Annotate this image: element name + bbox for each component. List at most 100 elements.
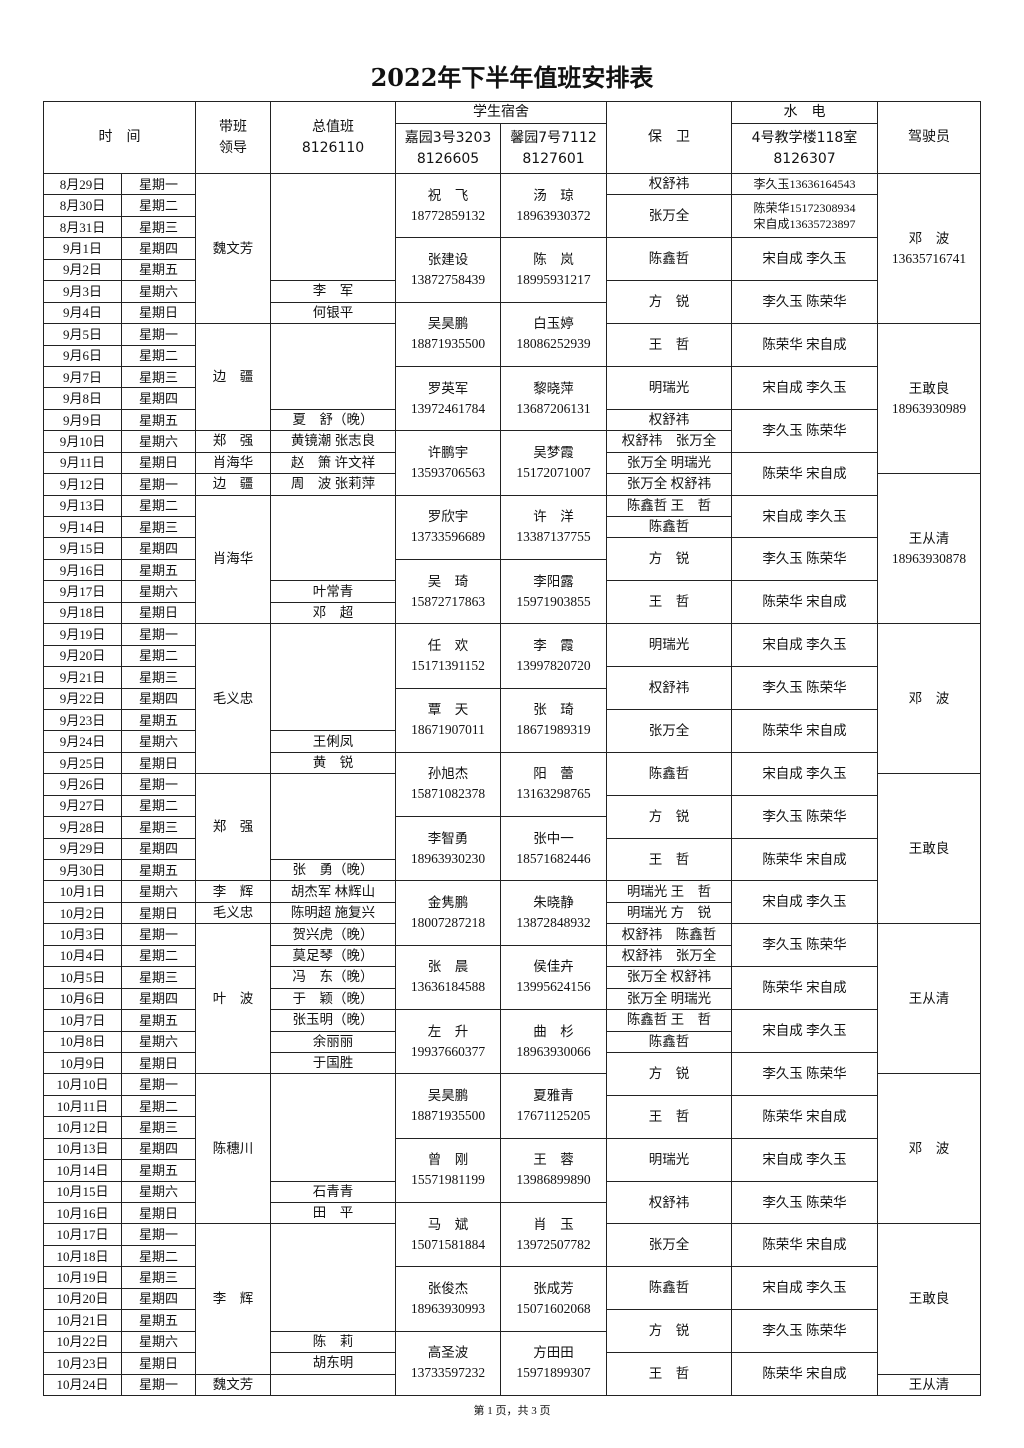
duty-cell: [270, 1223, 396, 1332]
weekday-cell: 星期四: [121, 987, 196, 1011]
security-cell: 明瑞光 方 锐: [606, 901, 732, 925]
security-cell: 张万全: [606, 708, 732, 753]
table-row: 9月13日 星期二 肖海华 罗欣宇 13733596689 许 洋 1338713775…: [43, 494, 981, 625]
table-row: 9月12日 星期一边 疆周 波 张莉萍 张万全 权舒祎 王从清 18963930878: [43, 473, 981, 625]
dorm-b-cell: 侯佳卉 13995624156: [500, 944, 607, 1011]
table-row: 9月7日 星期三 罗英军 13972461784 黎晓萍 13687206131 明瑞光…: [43, 365, 981, 432]
duty-cell: 夏 舒（晚）: [270, 408, 396, 432]
header-dorm-b: 馨园7号7112 8127601: [500, 123, 607, 174]
utility-cell: 陈荣华 宋自成: [731, 580, 878, 625]
security-cell: 权舒祎: [606, 408, 732, 432]
table-row: 10月18日 星期二: [43, 1244, 981, 1268]
dorm-b-cell: 王 蓉 13986899890: [500, 1137, 607, 1204]
driver-cell: 邓 波: [877, 1073, 981, 1225]
weekday-cell: 星期一: [121, 1373, 196, 1396]
date-cell: 9月9日: [43, 408, 122, 432]
leader-cell: 肖海华: [195, 494, 271, 625]
weekday-cell: 星期五: [121, 1159, 196, 1182]
dorm-a-cell: 任 欢 15171391152: [395, 623, 501, 689]
security-cell: 方 锐: [606, 280, 732, 325]
date-cell: 10月1日: [43, 880, 122, 903]
weekday-cell: 星期四: [121, 237, 196, 260]
date-cell: 9月2日: [43, 258, 122, 282]
date-cell: 10月4日: [43, 944, 122, 968]
dorm-a-cell: 张 晨 13636184588: [395, 944, 501, 1011]
security-cell: 陈鑫哲: [606, 1266, 732, 1311]
date-cell: 10月19日: [43, 1266, 122, 1289]
dorm-b-cell: 曲 杉 18963930066: [500, 1009, 607, 1075]
utility-cell: 宋自成 李久玉: [731, 365, 878, 410]
header-utility-location: 4号教学楼118室 8126307: [731, 123, 878, 174]
utility-cell: 李久玉 陈荣华: [731, 1051, 878, 1096]
weekday-cell: 星期日: [121, 601, 196, 625]
date-cell: 9月8日: [43, 387, 122, 410]
dorm-b-cell: 李 霞 13997820720: [500, 623, 607, 689]
header-security: 保 卫: [606, 101, 732, 174]
duty-cell: 王俐凤: [270, 730, 396, 753]
dorm-b-cell: 夏雅青 17671125205: [500, 1073, 607, 1139]
leader-cell: 陈穗川: [195, 1073, 271, 1225]
weekday-cell: 星期六: [121, 430, 196, 453]
table-row: 8月29日 星期一 魏文芳 祝 飞 18772859132 汤 琼 1896393037…: [43, 172, 981, 325]
table-row: 9月25日 星期日 黄 锐孙旭杰 15871082378 阳 蕾 1316329876…: [43, 751, 981, 818]
table-row: 10月22日 星期六 陈 莉高圣波 13733597232 方田田 159718993…: [43, 1330, 981, 1396]
table-row: 8月31日 星期三: [43, 215, 981, 239]
dorm-a-cell: 罗欣宇 13733596689: [395, 494, 501, 560]
date-cell: 9月13日: [43, 494, 122, 518]
security-cell: 陈鑫哲 王 哲: [606, 1009, 732, 1032]
table-row: 10月4日 星期二 莫足琴（晚）张 晨 13636184588 侯佳卉 1399562…: [43, 944, 981, 1011]
dorm-b-cell: 陈 岚 18995931217: [500, 237, 607, 303]
date-cell: 10月5日: [43, 966, 122, 989]
weekday-cell: 星期日: [121, 301, 196, 325]
security-cell: 陈鑫哲: [606, 751, 732, 796]
duty-cell: 张 勇（晚）: [270, 858, 396, 882]
table-row: 9月15日 星期四 方 锐李久玉 陈荣华: [43, 537, 981, 582]
duty-cell: 叶常青: [270, 580, 396, 603]
utility-cell: 陈荣华 宋自成: [731, 1094, 878, 1139]
date-cell: 10月8日: [43, 1030, 122, 1053]
security-cell: 权舒祎: [606, 172, 732, 196]
date-cell: 10月13日: [43, 1137, 122, 1161]
date-cell: 9月6日: [43, 344, 122, 367]
duty-cell: 冯 东（晚）: [270, 966, 396, 989]
leader-cell: 边 疆: [195, 473, 271, 496]
security-cell: 明瑞光: [606, 623, 732, 668]
date-cell: 9月25日: [43, 751, 122, 775]
date-cell: 9月20日: [43, 644, 122, 668]
date-cell: 9月15日: [43, 537, 122, 560]
date-cell: 9月7日: [43, 365, 122, 389]
weekday-cell: 星期五: [121, 1309, 196, 1332]
table-row: 9月23日 星期五 张万全 陈荣华 宋自成: [43, 708, 981, 753]
table-row: 9月5日 星期一边 疆 王 哲陈荣华 宋自成 王敢良 18963930989: [43, 323, 981, 475]
duty-cell: 贺兴虎（晚）: [270, 923, 396, 946]
security-cell: 方 锐: [606, 1051, 732, 1096]
date-cell: 9月27日: [43, 794, 122, 818]
table-row: 9月9日 星期五 夏 舒（晚） 权舒祎 李久玉 陈荣华: [43, 408, 981, 453]
utility-cell: 宋自成 李久玉: [731, 237, 878, 282]
duty-cell: [270, 623, 396, 732]
date-cell: 10月16日: [43, 1201, 122, 1225]
security-cell: 张万全: [606, 194, 732, 239]
weekday-cell: 星期日: [121, 901, 196, 925]
weekday-cell: 星期四: [121, 537, 196, 560]
weekday-cell: 星期二: [121, 944, 196, 968]
weekday-cell: 星期四: [121, 1137, 196, 1161]
date-cell: 9月5日: [43, 323, 122, 346]
duty-cell: 黄镜潮 张志良: [270, 430, 396, 453]
weekday-cell: 星期四: [121, 387, 196, 410]
table-row: 8月30日 星期二 张万全 陈荣华15172308934 宋自成13635723897: [43, 194, 981, 239]
schedule-body: 8月29日 星期一 魏文芳祝 飞 18772859132 汤 琼 1896393037…: [43, 172, 981, 1396]
date-cell: 9月16日: [43, 558, 122, 582]
weekday-cell: 星期三: [121, 515, 196, 539]
weekday-cell: 星期三: [121, 365, 196, 389]
date-cell: 9月12日: [43, 473, 122, 496]
table-row: 9月26日 星期一郑 强 王敢良: [43, 773, 981, 925]
dorm-a-cell: 李智勇 18963930230: [395, 816, 501, 882]
utility-cell: 陈荣华 宋自成: [731, 1223, 878, 1268]
date-cell: 9月18日: [43, 601, 122, 625]
utility-cell: 陈荣华 宋自成: [731, 708, 878, 753]
table-row: 10月6日 星期四 于 颖（晚） 张万全 明瑞光: [43, 987, 981, 1011]
weekday-cell: 星期三: [121, 966, 196, 989]
utility-cell: 宋自成 李久玉: [731, 1137, 878, 1182]
security-cell: 陈鑫哲: [606, 1030, 732, 1053]
